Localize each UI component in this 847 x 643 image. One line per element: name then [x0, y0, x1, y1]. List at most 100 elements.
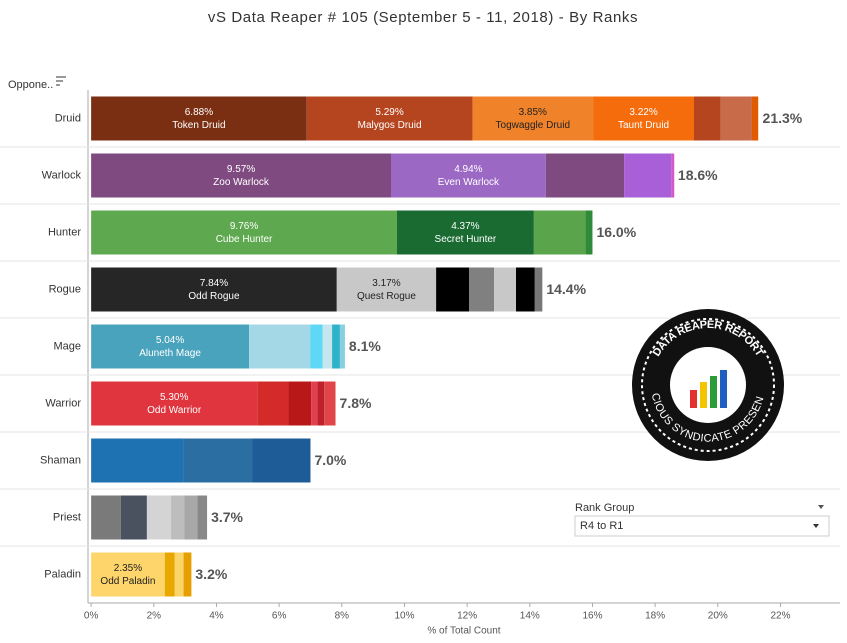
segment-label: Malygos Druid	[358, 120, 422, 131]
bar-segment	[91, 267, 337, 312]
bar-segment	[91, 210, 397, 255]
bar-segment	[184, 495, 198, 540]
category-label: Warrior	[45, 397, 81, 409]
bar-segment	[183, 552, 192, 597]
segment-value-label: 5.04%	[156, 335, 184, 346]
bar-segment	[585, 210, 593, 255]
bar-segment	[472, 96, 594, 141]
bar-segment	[288, 381, 312, 426]
bar-segment	[436, 267, 470, 312]
x-tick-label: 14%	[520, 611, 540, 622]
bar-segment	[545, 153, 625, 198]
category-label: Hunter	[48, 226, 81, 238]
bar-segment	[469, 267, 495, 312]
bar-segment	[322, 324, 333, 369]
total-label: 7.8%	[340, 395, 372, 411]
x-tick-label: 20%	[708, 611, 728, 622]
x-tick-label: 4%	[209, 611, 224, 622]
segment-label: Odd Warrior	[147, 405, 202, 416]
segment-value-label: 4.37%	[451, 221, 479, 232]
segment-value-label: 7.84%	[200, 278, 228, 289]
total-label: 14.4%	[546, 281, 586, 297]
bar-segment	[332, 324, 340, 369]
segment-label: Odd Rogue	[188, 291, 240, 302]
bar-segment	[91, 153, 391, 198]
filter-menu[interactable]	[818, 505, 824, 509]
segment-value-label: 9.57%	[227, 164, 255, 175]
total-label: 7.0%	[314, 452, 346, 468]
bar-segment	[534, 267, 543, 312]
category-label: Druid	[55, 112, 81, 124]
bar-segment	[91, 552, 165, 597]
bar-segment	[171, 495, 185, 540]
bar-segment	[396, 210, 534, 255]
bar-segment	[257, 381, 289, 426]
segment-value-label: 6.88%	[185, 107, 213, 118]
bar-segment	[183, 438, 253, 483]
y-axis-title: Oppone..	[8, 79, 53, 91]
bar-segment	[164, 552, 175, 597]
bar-segment	[91, 381, 258, 426]
bar-segment	[252, 438, 311, 483]
total-label: 3.7%	[211, 509, 243, 525]
segment-value-label: 5.29%	[375, 107, 403, 118]
total-label: 3.2%	[195, 566, 227, 582]
segment-label: Even Warlock	[438, 177, 500, 188]
x-tick-label: 12%	[457, 611, 477, 622]
total-label: 18.6%	[678, 167, 718, 183]
segment-label: Togwaggle Druid	[496, 120, 571, 131]
chart-title: vS Data Reaper # 105 (September 5 - 11, …	[208, 9, 638, 26]
segment-label: Zoo Warlock	[213, 177, 270, 188]
segment-label: Quest Rogue	[357, 291, 416, 302]
segment-value-label: 3.17%	[372, 278, 400, 289]
bar-segment	[593, 96, 694, 141]
segment-value-label: 5.30%	[160, 392, 188, 403]
category-label: Warlock	[42, 169, 82, 181]
bar-segment	[516, 267, 535, 312]
segment-label: Cube Hunter	[216, 234, 273, 245]
segment-value-label: 9.76%	[230, 221, 258, 232]
bar-segment	[494, 267, 517, 312]
segment-value-label: 4.94%	[454, 164, 482, 175]
total-label: 16.0%	[596, 224, 636, 240]
sort-icon[interactable]	[56, 76, 66, 86]
bar-segment	[751, 96, 759, 141]
bar-segment	[324, 381, 336, 426]
bar-segment	[533, 210, 586, 255]
bar-segment	[390, 153, 546, 198]
x-axis-title: % of Total Count	[427, 626, 500, 637]
bar-segment	[317, 381, 325, 426]
bar-segment	[339, 324, 345, 369]
bar-segment	[671, 153, 675, 198]
bar-segment	[91, 438, 184, 483]
segment-value-label: 2.35%	[114, 563, 142, 574]
category-label: Shaman	[40, 454, 81, 466]
segment-label: Token Druid	[172, 120, 225, 131]
bar-segment	[174, 552, 184, 597]
bar-segment	[197, 495, 208, 540]
category-label: Paladin	[44, 568, 81, 580]
bar-segment	[91, 96, 307, 141]
filter-dropdown[interactable]	[574, 515, 830, 537]
category-label: Priest	[53, 511, 81, 523]
bar-segment	[720, 96, 752, 141]
bar-segment	[693, 96, 721, 141]
x-tick-label: 22%	[770, 611, 790, 622]
x-tick-label: 18%	[645, 611, 665, 622]
x-tick-label: 16%	[582, 611, 602, 622]
segment-label: Odd Paladin	[100, 576, 155, 587]
segment-value-label: 3.22%	[629, 107, 657, 118]
bar-segment	[120, 495, 147, 540]
segment-label: Taunt Druid	[618, 120, 669, 131]
dropdown-arrow	[813, 524, 819, 528]
x-tick-label: 0%	[84, 611, 99, 622]
filter-label: Rank Group	[575, 502, 634, 514]
bar-segment	[249, 324, 311, 369]
bar-segment	[306, 96, 473, 141]
filter-value: R4 to R1	[580, 520, 623, 532]
category-label: Mage	[53, 340, 81, 352]
segment-label: Aluneth Mage	[139, 348, 201, 359]
bar-segment	[311, 381, 318, 426]
bar-segment	[624, 153, 672, 198]
